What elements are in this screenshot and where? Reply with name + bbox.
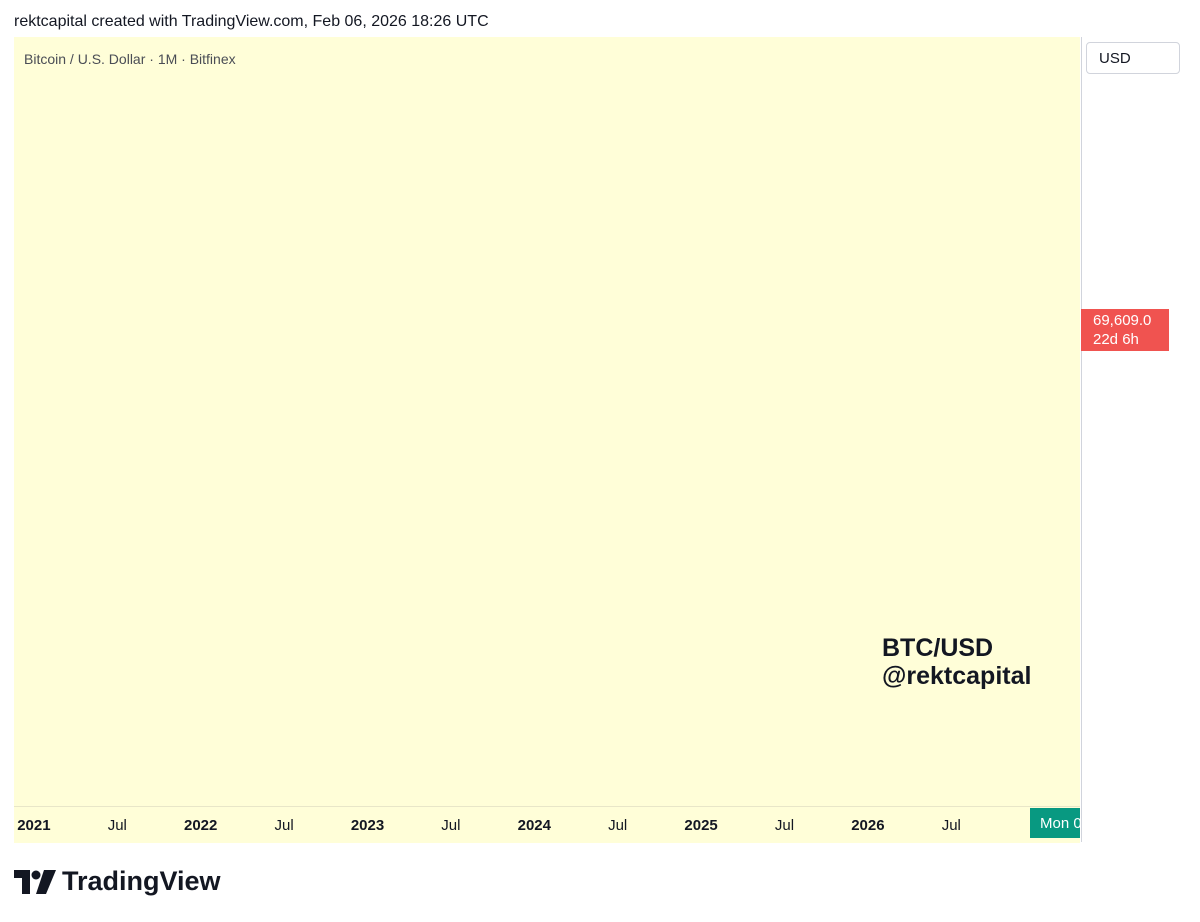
time-axis[interactable] [14, 806, 1080, 843]
tradingview-logo-icon [14, 869, 56, 894]
last-price-label: 69,609.0 22d 6h [1081, 309, 1169, 351]
time-tick: Jul [274, 817, 294, 834]
currency-button[interactable]: USD [1086, 42, 1180, 74]
time-tick: Jul [774, 817, 795, 834]
time-tick: 2025 [684, 817, 718, 834]
chart-panel[interactable] [14, 37, 1080, 806]
tradingview-wordmark: TradingView [62, 866, 221, 896]
time-tick: Jul [941, 817, 961, 834]
time-tick: 2024 [517, 817, 551, 834]
price-axis[interactable] [1081, 37, 1200, 842]
time-tick: 2026 [851, 817, 885, 834]
time-tick: Jul [441, 817, 461, 834]
watermark: BTC/USD @rektcapital [882, 634, 1031, 690]
symbol-label[interactable]: Bitcoin / U.S. Dollar · 1M · Bitfinex [24, 51, 236, 67]
watermark-author: @rektcapital [882, 662, 1032, 690]
watermark-symbol: BTC/USD [882, 634, 994, 662]
time-tick: 2022 [184, 817, 218, 834]
time-tick: Jul [107, 817, 127, 834]
bar-countdown: 22d 6h [1093, 331, 1139, 348]
time-tick: Jul [608, 817, 628, 834]
tradingview-logo[interactable]: TradingView [14, 866, 221, 897]
chart-snapshot-header: rektcapital created with TradingView.com… [14, 13, 489, 30]
cursor-time-label: Mon 0 [1030, 808, 1080, 838]
time-tick: 2021 [17, 817, 51, 834]
last-price-value: 69,609.0 [1093, 312, 1152, 329]
time-tick: 2023 [350, 817, 385, 834]
